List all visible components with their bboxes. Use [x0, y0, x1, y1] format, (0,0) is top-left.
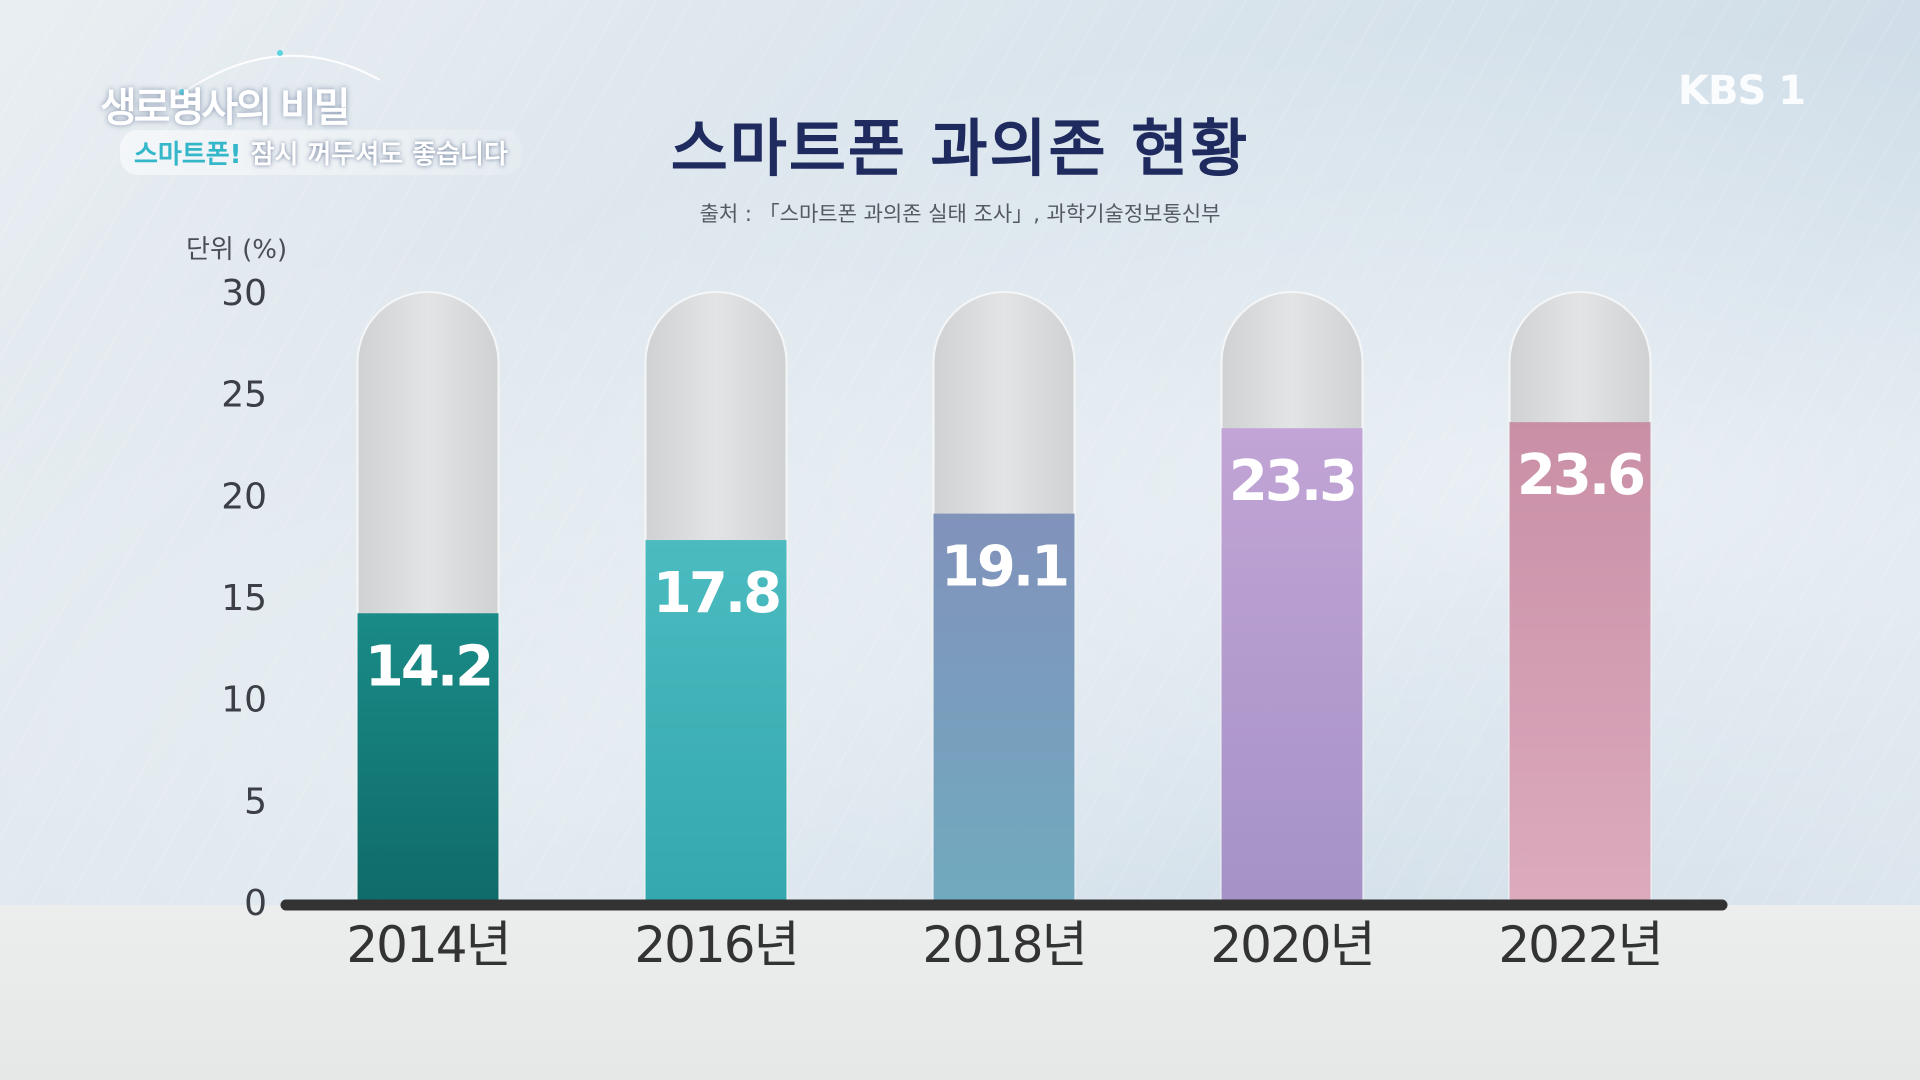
y-tick-label: 20 — [221, 476, 267, 517]
bar — [1509, 422, 1651, 902]
y-tick-label: 5 — [244, 781, 267, 822]
bar-value-label: 23.3 — [1229, 449, 1355, 514]
y-tick-label: 15 — [221, 578, 267, 619]
program-logo: 생로병사의 비밀 스마트폰! 잠시 꺼두셔도 좋습니다 — [100, 35, 540, 175]
bar — [645, 540, 787, 902]
y-tick-label: 30 — [221, 273, 267, 314]
program-arc-decoration — [179, 50, 381, 96]
program-subtitle-highlight: 스마트폰! — [134, 140, 242, 170]
bar-value-label: 19.1 — [941, 535, 1067, 600]
program-subtitle: 스마트폰! 잠시 꺼두셔도 좋습니다 — [120, 130, 522, 175]
chart-title: 스마트폰 과의존 현황 — [670, 112, 1250, 185]
x-category-label: 2018년 — [922, 916, 1085, 974]
bar — [1221, 428, 1363, 902]
floor-band — [0, 905, 1920, 1080]
y-axis-unit-label: 단위 (%) — [186, 235, 288, 265]
bar-value-label: 17.8 — [653, 561, 779, 626]
chart-source: 출처 : 「스마트폰 과의존 실태 조사」, 과학기술정보통신부 — [699, 202, 1221, 226]
bar-value-label: 23.6 — [1517, 443, 1643, 508]
x-category-label: 2022년 — [1498, 916, 1661, 974]
y-tick-label: 0 — [244, 883, 267, 924]
x-category-label: 2020년 — [1210, 916, 1373, 974]
program-title: 생로병사의 비밀 — [100, 85, 351, 131]
y-tick-label: 25 — [221, 375, 267, 416]
broadcaster-logo: KBS 1 — [1678, 68, 1806, 114]
x-category-label: 2016년 — [634, 916, 797, 974]
bar — [933, 513, 1075, 902]
bar-value-label: 14.2 — [365, 634, 491, 699]
program-subtitle-rest: 잠시 꺼두셔도 좋습니다 — [241, 140, 508, 170]
y-tick-label: 10 — [221, 680, 267, 721]
bar — [357, 613, 499, 902]
x-category-label: 2014년 — [346, 916, 509, 974]
